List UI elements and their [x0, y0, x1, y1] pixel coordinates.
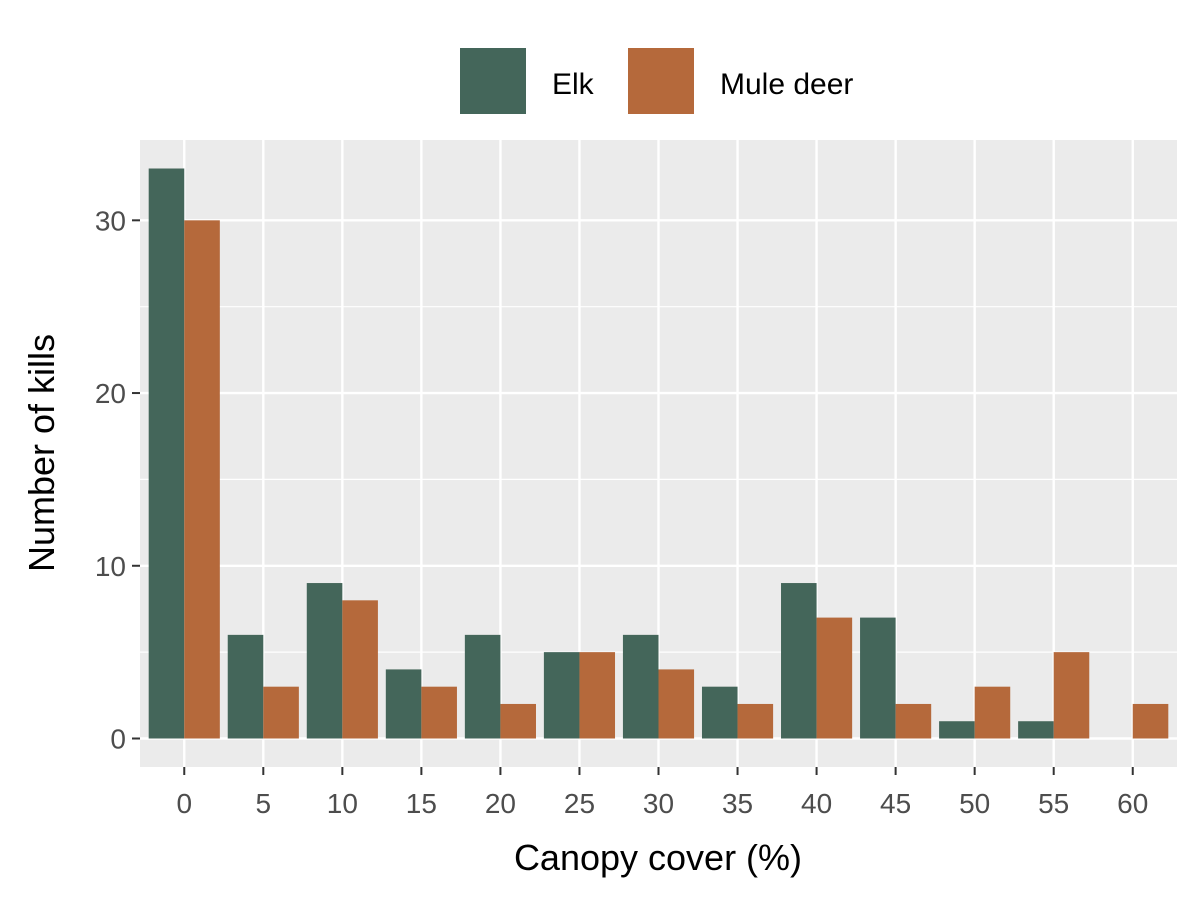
bar-mule-deer-5 [263, 686, 299, 739]
bar-mule-deer-20 [500, 703, 536, 739]
x-tick-label: 50 [959, 788, 990, 819]
legend-label-mule-deer: Mule deer [720, 68, 853, 101]
bar-elk-30 [622, 634, 659, 739]
legend-key-mule-deer [628, 48, 694, 114]
bar-mule-deer-60 [1132, 703, 1169, 739]
bar-elk-20 [464, 634, 501, 739]
legend-label-elk: Elk [552, 68, 595, 101]
bars [148, 168, 1169, 739]
x-axis: 0 5 10 15 20 25 30 35 40 45 50 55 60 [176, 767, 1148, 819]
y-tick-label: 0 [110, 724, 126, 755]
bar-elk-0 [148, 168, 185, 739]
x-tick-label: 25 [564, 788, 595, 819]
x-tick-label: 60 [1117, 788, 1148, 819]
x-tick-label: 45 [880, 788, 911, 819]
bar-mule-deer-50 [974, 686, 1011, 739]
bar-elk-35 [701, 686, 738, 739]
bar-elk-40 [781, 583, 817, 739]
x-tick-label: 20 [485, 788, 516, 819]
bar-elk-45 [860, 617, 896, 739]
y-tick-label: 10 [95, 551, 126, 582]
bar-mule-deer-15 [421, 686, 457, 739]
bar-mule-deer-25 [579, 652, 616, 739]
y-axis: 0 10 20 30 [95, 205, 140, 755]
legend: Elk Mule deer [460, 48, 853, 114]
y-tick-label: 20 [95, 378, 126, 409]
bar-mule-deer-40 [816, 617, 853, 739]
y-axis-title: Number of kills [21, 334, 62, 572]
x-tick-label: 35 [722, 788, 753, 819]
x-tick-label: 30 [643, 788, 674, 819]
x-tick-label: 0 [176, 788, 192, 819]
bar-mule-deer-55 [1053, 652, 1090, 739]
x-tick-label: 5 [256, 788, 272, 819]
bar-elk-55 [1018, 721, 1054, 739]
bar-mule-deer-35 [737, 703, 774, 739]
bar-elk-5 [227, 634, 264, 739]
x-tick-label: 15 [406, 788, 437, 819]
x-tick-label: 10 [327, 788, 358, 819]
x-tick-label: 55 [1038, 788, 1069, 819]
bar-elk-15 [385, 669, 422, 739]
legend-key-elk [460, 48, 526, 114]
bar-mule-deer-45 [895, 703, 932, 739]
y-tick-label: 30 [95, 205, 126, 236]
bar-mule-deer-10 [342, 600, 378, 739]
x-axis-title: Canopy cover (%) [514, 837, 802, 878]
x-tick-label: 40 [801, 788, 832, 819]
bar-elk-25 [543, 652, 580, 739]
bar-mule-deer-30 [658, 669, 695, 739]
bar-elk-50 [939, 721, 975, 739]
bar-mule-deer-0 [184, 220, 220, 739]
bar-elk-10 [306, 583, 343, 739]
